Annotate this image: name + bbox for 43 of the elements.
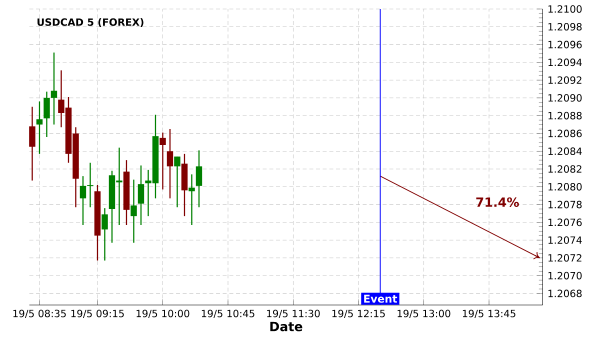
x-tick-label: 19/5 12:15	[332, 310, 385, 318]
x-tick-label: 19/5 13:00	[398, 310, 450, 318]
x-axis-title: Date	[270, 322, 302, 332]
y-tick-label: 1.2090	[548, 94, 582, 102]
ref-line-label: Event	[364, 294, 398, 303]
y-tick-label: 1.2094	[548, 58, 582, 66]
x-tick-label: 19/5 10:00	[136, 310, 190, 318]
x-tick-label: 19/5 10:45	[202, 310, 254, 318]
y-tick-label: 1.2068	[548, 290, 582, 298]
candlestick	[80, 176, 86, 226]
y-tick-label: 1.2098	[548, 22, 582, 31]
y-tick-label: 1.2088	[548, 112, 582, 120]
candlestick	[44, 91, 50, 138]
candlestick	[36, 100, 43, 154]
y-tick-label: 1.2082	[548, 165, 582, 173]
candlestick	[160, 132, 166, 190]
candlestick	[29, 106, 36, 182]
candlestick	[102, 208, 108, 262]
candlestick	[138, 164, 144, 226]
candlestick	[130, 179, 137, 244]
annotation: 71.4%	[476, 197, 519, 207]
y-tick-label: 1.2084	[548, 147, 582, 156]
x-tick-label: 19/5 09:15	[71, 310, 124, 318]
y-tick-label: 1.2076	[548, 218, 582, 226]
candlestick	[174, 156, 180, 208]
y-tick-label: 1.2072	[548, 254, 582, 262]
x-tick-label: 19/5 13:45	[462, 310, 516, 318]
y-tick-label: 1.2080	[548, 182, 582, 191]
candlestick	[196, 150, 202, 208]
y-tick-label: 1.2070	[548, 272, 582, 280]
y-tick-label: 1.2074	[548, 236, 582, 244]
y-tick-label: 1.2086	[548, 130, 582, 138]
candlestick	[188, 174, 195, 226]
y-tick-label: 1.2078	[548, 200, 582, 208]
x-tick-label: 19/5 11:30	[267, 310, 320, 318]
candlestick	[166, 128, 174, 199]
candlestick	[87, 162, 94, 208]
y-tick-label: 1.2100	[548, 5, 582, 13]
text: USDCAD 5 (FOREX)	[38, 18, 144, 28]
candlestick	[50, 52, 58, 126]
y-tick-label: 1.2096	[548, 40, 582, 48]
x-tick-label: 19/5 08:35	[13, 310, 66, 318]
y-tick-label: 1.2092	[548, 76, 582, 84]
